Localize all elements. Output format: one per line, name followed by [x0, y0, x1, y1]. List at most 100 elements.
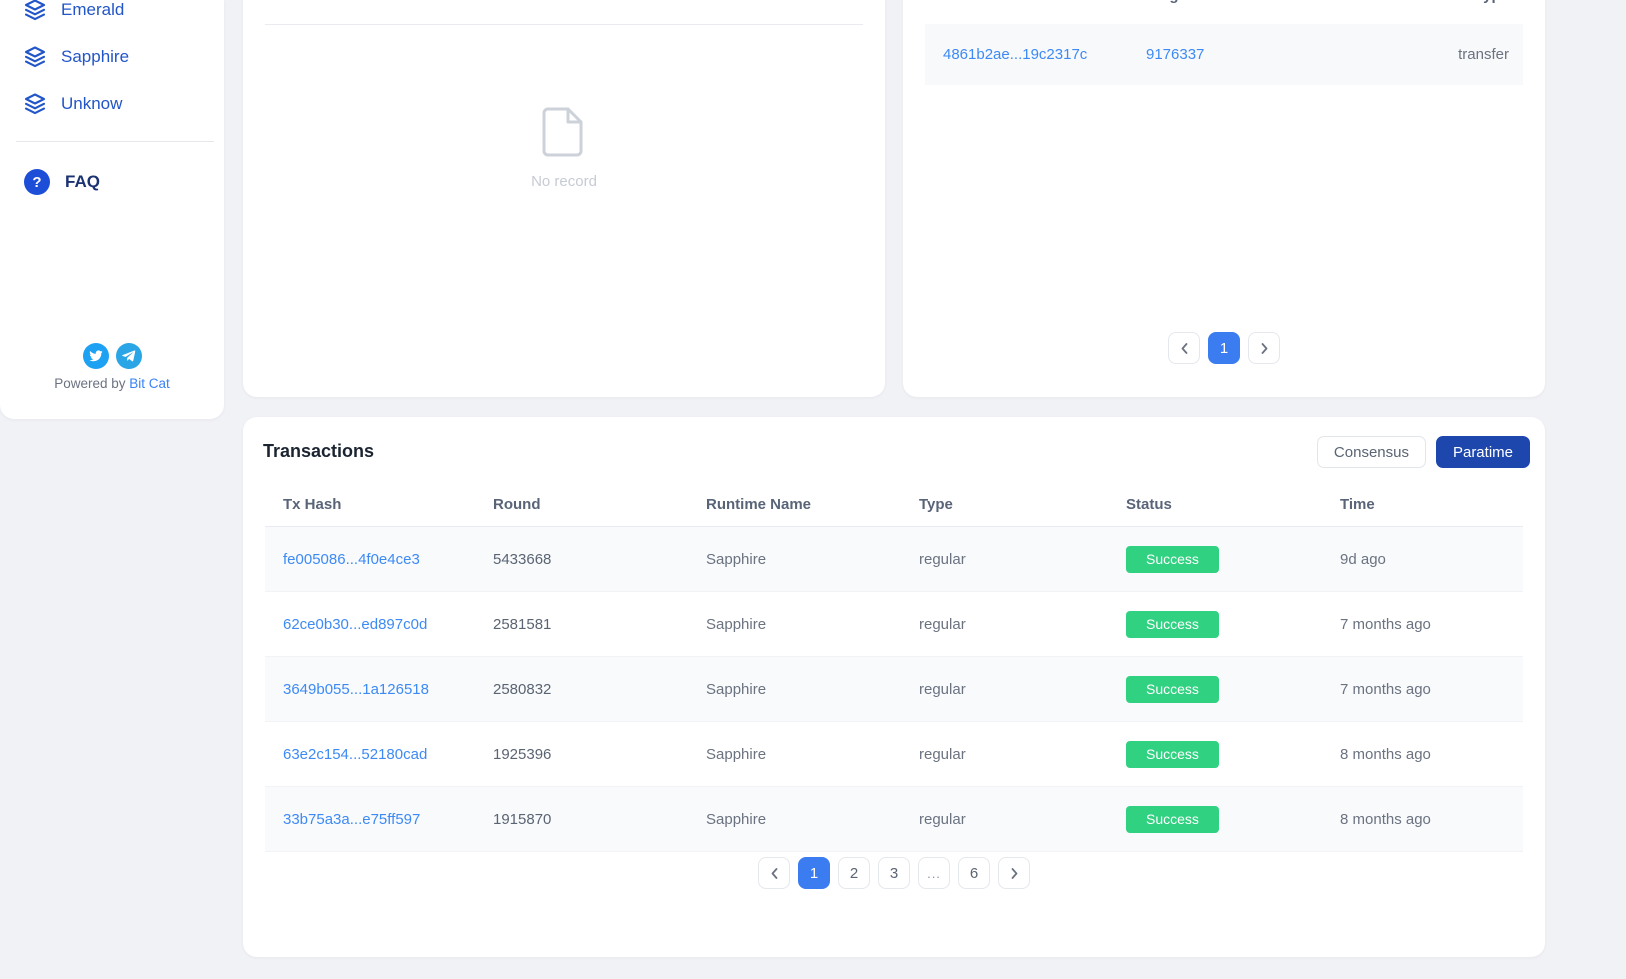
- sidebar-item-label: FAQ: [65, 172, 100, 191]
- column-amount: Amount: [675, 0, 863, 8]
- powered-by-text: Powered by: [54, 376, 126, 391]
- page-ellipsis-button[interactable]: ...: [918, 857, 950, 889]
- bit-cat-link[interactable]: Bit Cat: [129, 376, 170, 391]
- column-round: Round: [493, 496, 541, 513]
- type-cell: transfer: [1458, 46, 1509, 63]
- type-cell: regular: [919, 550, 966, 568]
- empty-state-text: No record: [531, 173, 597, 190]
- next-page-button[interactable]: [998, 857, 1030, 889]
- sidebar-item-label: Sapphire: [61, 46, 130, 66]
- page-button-1[interactable]: 1: [798, 857, 830, 889]
- tx-hash-cell: 62ce0b30...ed897c0d: [265, 616, 475, 633]
- column-status: Status: [1126, 496, 1172, 513]
- chevron-right-icon: [1011, 867, 1017, 879]
- time-cell: 7 months ago: [1340, 680, 1431, 698]
- twitter-icon[interactable]: [82, 343, 109, 369]
- status-badge: Success: [1126, 610, 1219, 638]
- time-cell: 8 months ago: [1340, 810, 1431, 828]
- runtime-cell: Sapphire: [706, 680, 767, 698]
- tx-hash-cell: 3649b055...1a126518: [265, 681, 475, 698]
- delegations-card: Validator Shares Amount No record: [243, 0, 885, 397]
- question-icon: ?: [24, 169, 50, 195]
- table-row: 62ce0b30...ed897c0d 2581581 Sapphire reg…: [265, 592, 1523, 657]
- consensus-filter-button[interactable]: Consensus: [1316, 436, 1426, 468]
- tx-hash-cell: fe005086...4f0e4ce3: [265, 551, 475, 568]
- tx-hash-cell: 63e2c154...52180cad: [265, 746, 475, 763]
- column-runtime-name: Runtime Name: [706, 496, 812, 513]
- time-cell: 7 months ago: [1340, 615, 1431, 633]
- table-row: 33b75a3a...e75ff597 1915870 Sapphire reg…: [265, 787, 1523, 852]
- column-shares: Shares: [455, 0, 675, 8]
- consensus-transactions-card: Tx Hash Height Type 4861b2ae...19c2317c …: [903, 0, 1545, 397]
- column-validator: Validator: [265, 0, 455, 8]
- empty-state: No record: [243, 106, 885, 190]
- table-row: 3649b055...1a126518 2580832 Sapphire reg…: [265, 657, 1523, 722]
- table-row: 63e2c154...52180cad 1925396 Sapphire reg…: [265, 722, 1523, 787]
- transactions-card: Transactions Consensus Paratime Tx Hash …: [243, 417, 1545, 957]
- chevron-left-icon: [771, 867, 777, 879]
- page-title: Transactions: [263, 441, 375, 461]
- tx-hash-link[interactable]: fe005086...4f0e4ce3: [283, 550, 420, 568]
- column-type: Type: [1346, 0, 1523, 8]
- column-tx-hash: Tx Hash: [925, 0, 1146, 8]
- round-cell: 5433668: [493, 550, 552, 568]
- round-cell: 2580832: [493, 680, 552, 698]
- sidebar-item-emerald[interactable]: Emerald: [0, 0, 224, 33]
- tx-hash-link[interactable]: 3649b055...1a126518: [283, 680, 429, 698]
- telegram-icon[interactable]: [115, 343, 142, 369]
- table-row: fe005086...4f0e4ce3 5433668 Sapphire reg…: [265, 527, 1523, 592]
- time-cell: 9d ago: [1340, 550, 1386, 568]
- page-button-3[interactable]: 3: [878, 857, 910, 889]
- prev-page-button[interactable]: [1168, 332, 1200, 364]
- tx-hash-cell: 33b75a3a...e75ff597: [265, 811, 475, 828]
- sidebar-item-unknow[interactable]: Unknow: [0, 80, 224, 127]
- tx-hash-link[interactable]: 33b75a3a...e75ff597: [283, 810, 421, 828]
- status-cell: Success: [1108, 740, 1322, 768]
- transactions-pagination: 1 2 3 ... 6: [243, 857, 1545, 889]
- status-cell: Success: [1108, 805, 1322, 833]
- column-time: Time: [1340, 496, 1375, 513]
- time-cell: 8 months ago: [1340, 745, 1431, 763]
- layers-icon: [24, 45, 46, 67]
- tx-hash-link[interactable]: 63e2c154...52180cad: [283, 745, 428, 763]
- height-cell: 9176337: [1146, 46, 1346, 63]
- page-button-1[interactable]: 1: [1208, 332, 1240, 364]
- tx-hash-cell: 4861b2ae...19c2317c: [925, 46, 1146, 63]
- powered-by: Powered by Bit Cat: [0, 376, 224, 391]
- next-page-button[interactable]: [1248, 332, 1280, 364]
- social-links: [0, 343, 224, 369]
- column-type: Type: [919, 496, 953, 513]
- status-cell: Success: [1108, 675, 1322, 703]
- page-button-6[interactable]: 6: [958, 857, 990, 889]
- tx-hash-link[interactable]: 62ce0b30...ed897c0d: [283, 615, 428, 633]
- file-icon: [542, 107, 583, 157]
- transactions-table-body: fe005086...4f0e4ce3 5433668 Sapphire reg…: [265, 527, 1523, 852]
- type-cell: regular: [919, 615, 966, 633]
- status-cell: Success: [1108, 610, 1322, 638]
- layers-icon: [24, 0, 46, 20]
- runtime-cell: Sapphire: [706, 810, 767, 828]
- tx-filter-toggle: Consensus Paratime: [1316, 436, 1530, 468]
- sidebar-item-sapphire[interactable]: Sapphire: [0, 33, 224, 80]
- sidebar-divider: [16, 141, 214, 142]
- type-cell: regular: [919, 810, 966, 828]
- tx-hash-link[interactable]: 4861b2ae...19c2317c: [943, 46, 1088, 63]
- type-cell: regular: [919, 745, 966, 763]
- status-badge: Success: [1126, 740, 1219, 768]
- runtime-cell: Sapphire: [706, 745, 767, 763]
- paratime-filter-button[interactable]: Paratime: [1435, 436, 1530, 468]
- page-button-2[interactable]: 2: [838, 857, 870, 889]
- chevron-right-icon: [1261, 342, 1267, 354]
- prev-page-button[interactable]: [758, 857, 790, 889]
- height-link[interactable]: 9176337: [1146, 46, 1205, 63]
- column-tx-hash: Tx Hash: [283, 496, 342, 513]
- consensus-table-header: Tx Hash Height Type: [925, 0, 1523, 8]
- sidebar-nav: Emerald Sapphire Unknow: [0, 0, 224, 127]
- delegations-table-header: Validator Shares Amount: [265, 0, 863, 8]
- chevron-left-icon: [1181, 342, 1187, 354]
- consensus-pagination: 1: [903, 332, 1545, 364]
- transactions-table-header: Tx Hash Round Runtime Name Type Status T…: [265, 483, 1523, 527]
- runtime-cell: Sapphire: [706, 615, 767, 633]
- sidebar: Emerald Sapphire Unknow ? FAQ: [0, 0, 224, 419]
- sidebar-item-faq[interactable]: ? FAQ: [0, 158, 224, 206]
